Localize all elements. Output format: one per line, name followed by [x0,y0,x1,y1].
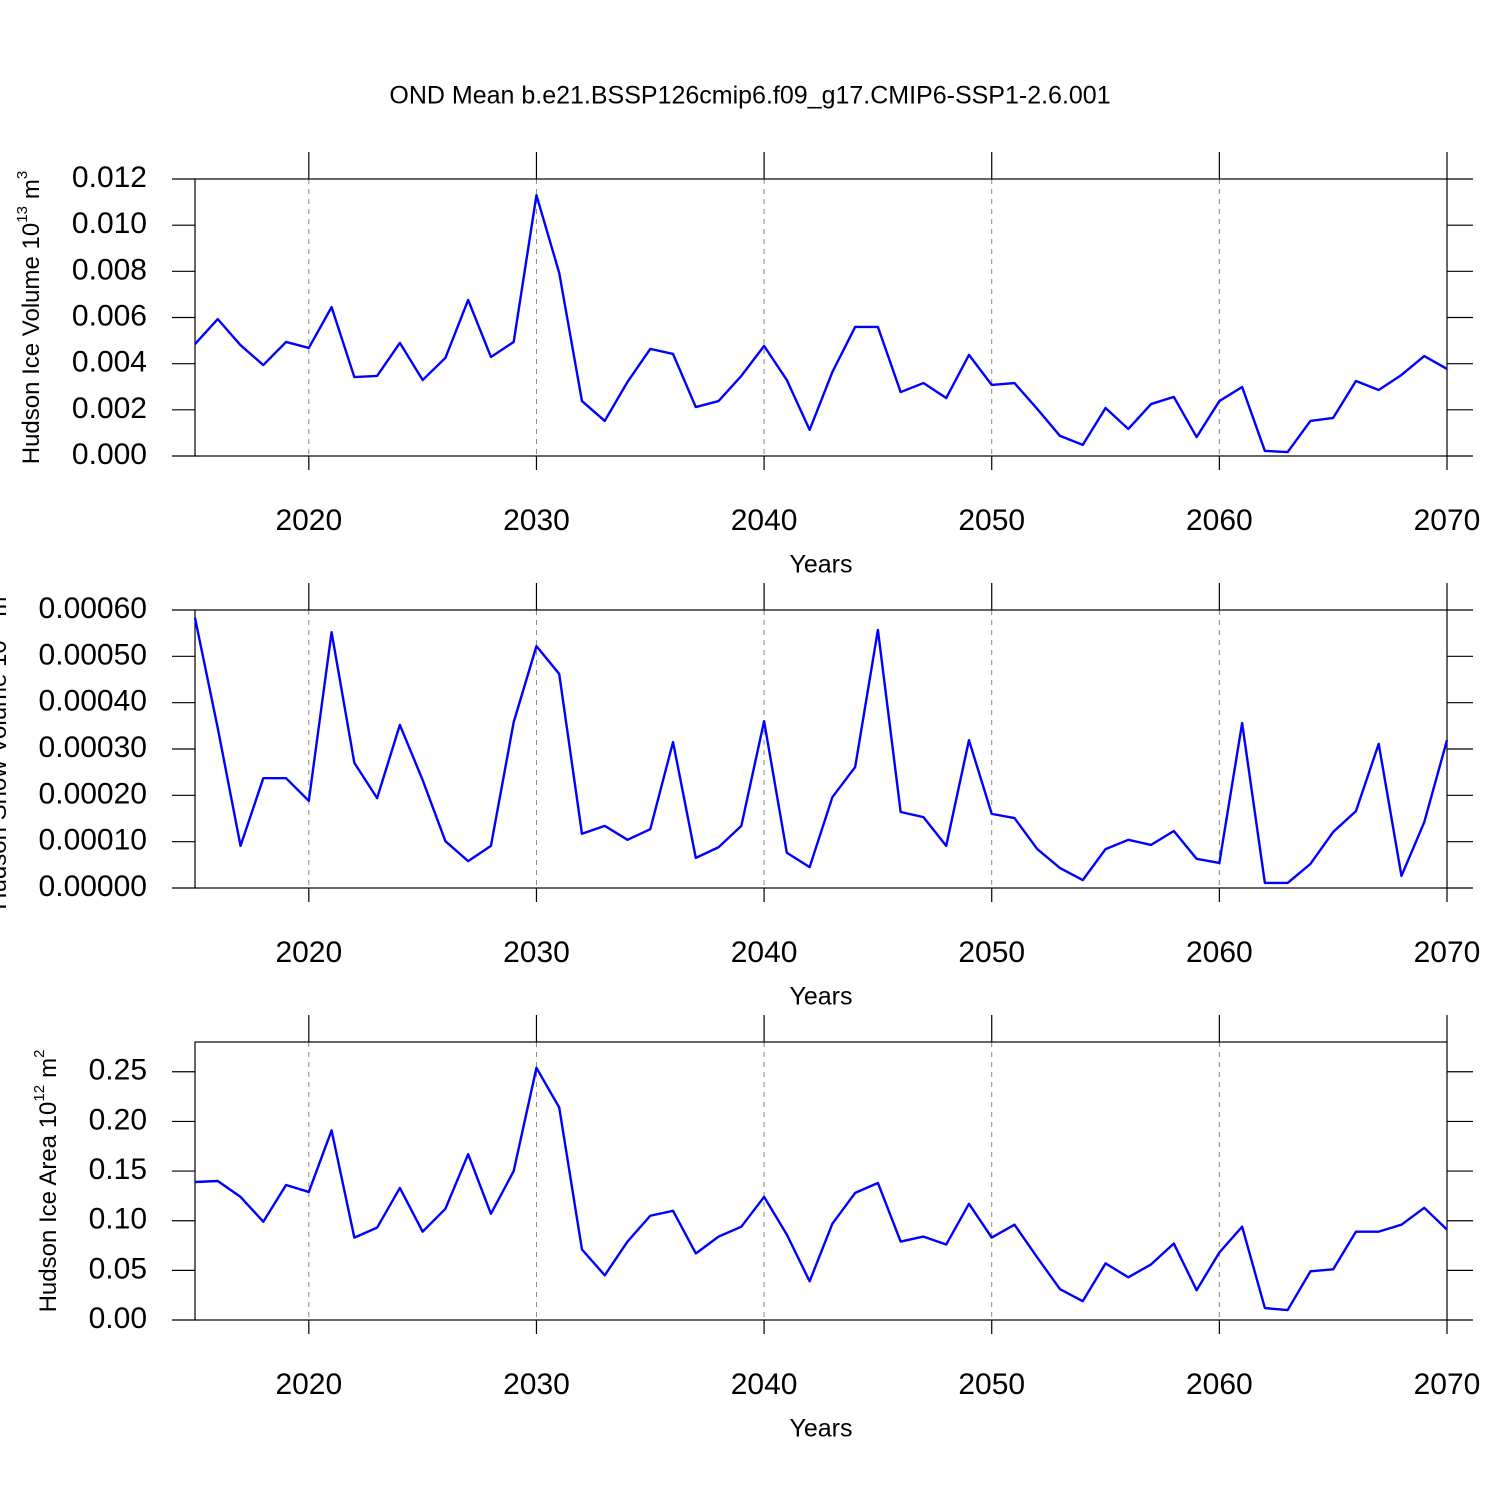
y-axis-label-text: Hudson Snow Volume 10 [0,640,12,910]
x-tick-label: 2070 [1414,936,1481,969]
y-tick-label: 0.012 [72,161,147,194]
plot-frame [194,609,1448,889]
y-axis-label: Hudson Ice Volume 1013 m3 [14,171,45,465]
x-axis-label: Years [789,983,852,1011]
x-tick-label: 2020 [275,1368,342,1401]
x-tick-label: 2040 [731,504,798,537]
x-axis-label: Years [789,1415,852,1443]
y-tick-label: 0.00020 [39,777,147,810]
x-tick-label: 2070 [1414,1368,1481,1401]
x-tick-label: 2040 [731,936,798,969]
y-tick-label: 0.00030 [39,731,147,764]
y-tick-label: 0.002 [72,392,147,425]
x-tick-label: 2020 [275,504,342,537]
plot-frame [194,178,1448,457]
y-axis-label-exponent: 12 [31,1085,48,1102]
y-tick-label: 0.00 [89,1302,147,1335]
x-tick-label: 2020 [275,936,342,969]
y-tick-label: 0.008 [72,253,147,286]
y-tick-label: 0.05 [89,1252,147,1285]
x-tick-label: 2060 [1186,504,1253,537]
x-tick-label: 2050 [958,504,1025,537]
y-tick-label: 0.20 [89,1103,147,1136]
x-tick-label: 2050 [958,936,1025,969]
y-axis-label: Hudson Ice Area 1012 m2 [31,1050,62,1313]
y-axis-label-unit-exponent: 2 [31,1050,48,1058]
y-axis-label-unit: m [35,1058,62,1078]
y-axis-label-exponent: 13 [14,206,31,223]
x-tick-label: 2070 [1414,504,1481,537]
y-tick-label: 0.00050 [39,638,147,671]
y-tick-label: 0.25 [89,1054,147,1087]
x-tick-label: 2060 [1186,1368,1253,1401]
y-tick-label: 0.10 [89,1203,147,1236]
y-axis-label-unit-exponent: 3 [14,171,31,179]
y-axis-label-text: Hudson Ice Area 10 [35,1102,62,1313]
y-axis-label: Hudson Snow Volume 1013m3 [0,588,12,910]
y-axis-label-unit: m [0,597,12,617]
x-tick-label: 2040 [731,1368,798,1401]
y-tick-label: 0.00000 [39,870,147,903]
y-tick-label: 0.15 [89,1153,147,1186]
y-tick-label: 0.006 [72,299,147,332]
y-tick-label: 0.004 [72,346,147,379]
x-tick-label: 2030 [503,936,570,969]
y-tick-label: 0.00060 [39,592,147,625]
x-tick-label: 2050 [958,1368,1025,1401]
y-tick-label: 0.010 [72,207,147,240]
y-axis-label-text: Hudson Ice Volume 10 [18,223,45,465]
chart-title: OND Mean b.e21.BSSP126cmip6.f09_g17.CMIP… [389,82,1110,110]
plot-frame [194,1041,1448,1321]
data-line [194,1066,1448,1312]
y-axis-label-unit: m [18,179,45,199]
x-tick-label: 2030 [503,504,570,537]
y-tick-label: 0.00010 [39,824,147,857]
x-tick-label: 2060 [1186,936,1253,969]
y-tick-label: 0.00040 [39,685,147,718]
x-axis-label: Years [789,551,852,579]
x-tick-label: 2030 [503,1368,570,1401]
y-tick-label: 0.000 [72,438,147,471]
data-line [193,617,1449,885]
data-line [194,193,1448,454]
